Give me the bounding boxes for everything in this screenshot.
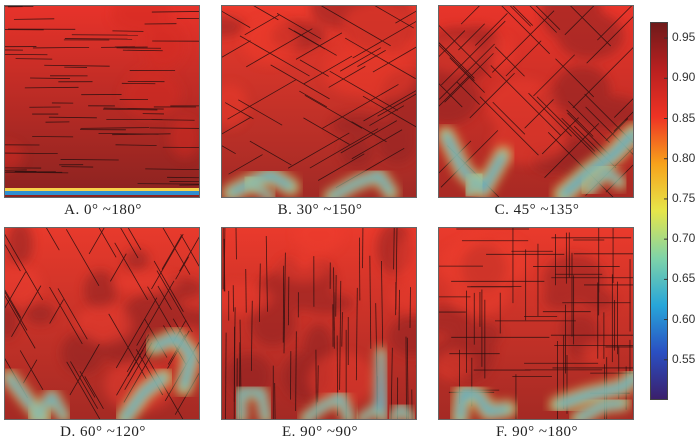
colorbar: [650, 22, 668, 400]
panel-b: [221, 5, 417, 198]
caption-d: D. 60° ~120°: [60, 424, 146, 440]
caption-e: E. 90° ~90°: [281, 424, 359, 440]
colorbar-tick-label: 0.90: [672, 70, 696, 85]
colorbar-tick-label: 0.70: [672, 231, 696, 246]
panel-c: [438, 5, 634, 198]
panel-e: [221, 227, 417, 420]
panel-a: [4, 5, 200, 198]
caption-b: B. 30° ~150°: [277, 202, 363, 218]
colorbar-tick-label: 0.95: [672, 30, 696, 45]
panel-f: [438, 227, 634, 420]
caption-f: F. 90° ~180°: [495, 424, 578, 440]
colorbar-tick-label: 0.60: [672, 311, 696, 326]
caption-a: A. 0° ~180°: [64, 202, 142, 218]
panel-d: [4, 227, 200, 420]
colorbar-tick-label: 0.75: [672, 190, 696, 205]
colorbar-tick-label: 0.85: [672, 110, 696, 125]
colorbar-tick-label: 0.65: [672, 271, 696, 286]
colorbar-tick-label: 0.55: [672, 351, 696, 366]
colorbar-gradient: [650, 22, 668, 400]
caption-c: C. 45° ~135°: [494, 202, 580, 218]
colorbar-tick-label: 0.80: [672, 150, 696, 165]
